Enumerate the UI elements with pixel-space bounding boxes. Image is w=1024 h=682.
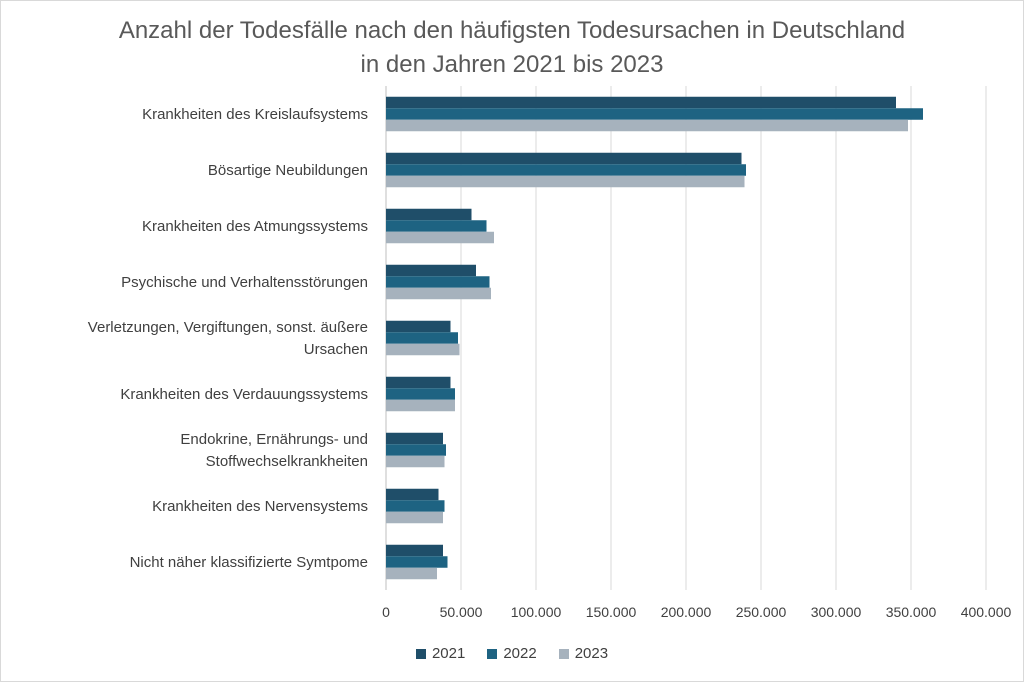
bar-2023 (386, 287, 491, 300)
x-tick-label: 150.000 (586, 604, 637, 620)
x-tick-label: 250.000 (736, 604, 787, 620)
legend-swatch-2021 (415, 648, 426, 659)
x-tick-label: 50.000 (440, 604, 483, 620)
bar-2021 (386, 208, 472, 221)
legend-swatch-2023 (558, 648, 569, 659)
bar-2021 (386, 376, 451, 389)
bar-2022 (386, 556, 448, 568)
bar-2021 (386, 96, 896, 109)
bar-2022 (386, 444, 446, 456)
x-tick-label: 200.000 (661, 604, 712, 620)
bar-2023 (386, 175, 745, 188)
bar-2021 (386, 544, 443, 557)
bar-2023 (386, 119, 908, 132)
bar-2023 (386, 231, 494, 244)
category-label: Krankheiten des Nervensystems (152, 498, 368, 515)
bar-2023 (386, 343, 460, 356)
bar-2022 (386, 276, 490, 288)
category-label: Krankheiten des Verdauungssystems (120, 386, 368, 403)
bar-2021 (386, 432, 443, 445)
legend-label-2021: 2021 (431, 645, 466, 662)
category-label: Nicht näher klassifizierte Symtpome (130, 554, 368, 571)
bar-2021 (386, 320, 451, 333)
bar-2022 (386, 164, 746, 176)
legend: 2021 2022 2023 (0, 645, 1024, 662)
bar-2022 (386, 332, 458, 344)
chart-title-line-1: Anzahl der Todesfälle nach den häufigste… (118, 17, 906, 44)
chart-title-line-2: in den Jahren 2021 bis 2023 (360, 51, 664, 78)
category-label: Krankheiten des Atmungssystems (142, 218, 368, 235)
bar-2023 (386, 567, 437, 580)
category-label: Krankheiten des Kreislaufsystems (142, 106, 368, 123)
legend-item-2022: 2022 (487, 645, 537, 662)
category-label: Ursachen (304, 341, 368, 358)
bar-2022 (386, 108, 923, 120)
bar-2022 (386, 220, 487, 232)
category-label: Endokrine, Ernährungs- und (180, 431, 368, 448)
bar-2023 (386, 511, 443, 524)
chart-title: Anzahl der Todesfälle nach den häufigste… (0, 14, 1024, 82)
category-label: Psychische und Verhaltensstörungen (121, 274, 368, 291)
legend-swatch-2022 (487, 648, 498, 659)
category-label: Bösartige Neubildungen (208, 162, 368, 179)
legend-label-2022: 2022 (503, 645, 537, 662)
bar-2021 (386, 488, 439, 501)
x-tick-label: 350.000 (886, 604, 937, 620)
x-tick-label: 300.000 (811, 604, 862, 620)
x-tick-label: 0 (382, 604, 390, 620)
category-label: Verletzungen, Vergiftungen, sonst. äußer… (88, 319, 368, 336)
bar-2021 (386, 264, 476, 277)
x-tick-label: 100.000 (511, 604, 562, 620)
legend-item-2021: 2021 (415, 645, 466, 662)
bar-2022 (386, 500, 445, 512)
x-tick-label: 400.000 (961, 604, 1012, 620)
bar-2022 (386, 388, 455, 400)
bar-2021 (386, 152, 742, 165)
category-label: Stoffwechselkrankheiten (206, 453, 368, 470)
legend-label-2023: 2023 (574, 645, 609, 662)
bar-2023 (386, 399, 455, 412)
legend-item-2023: 2023 (558, 645, 609, 662)
bar-2023 (386, 455, 445, 468)
